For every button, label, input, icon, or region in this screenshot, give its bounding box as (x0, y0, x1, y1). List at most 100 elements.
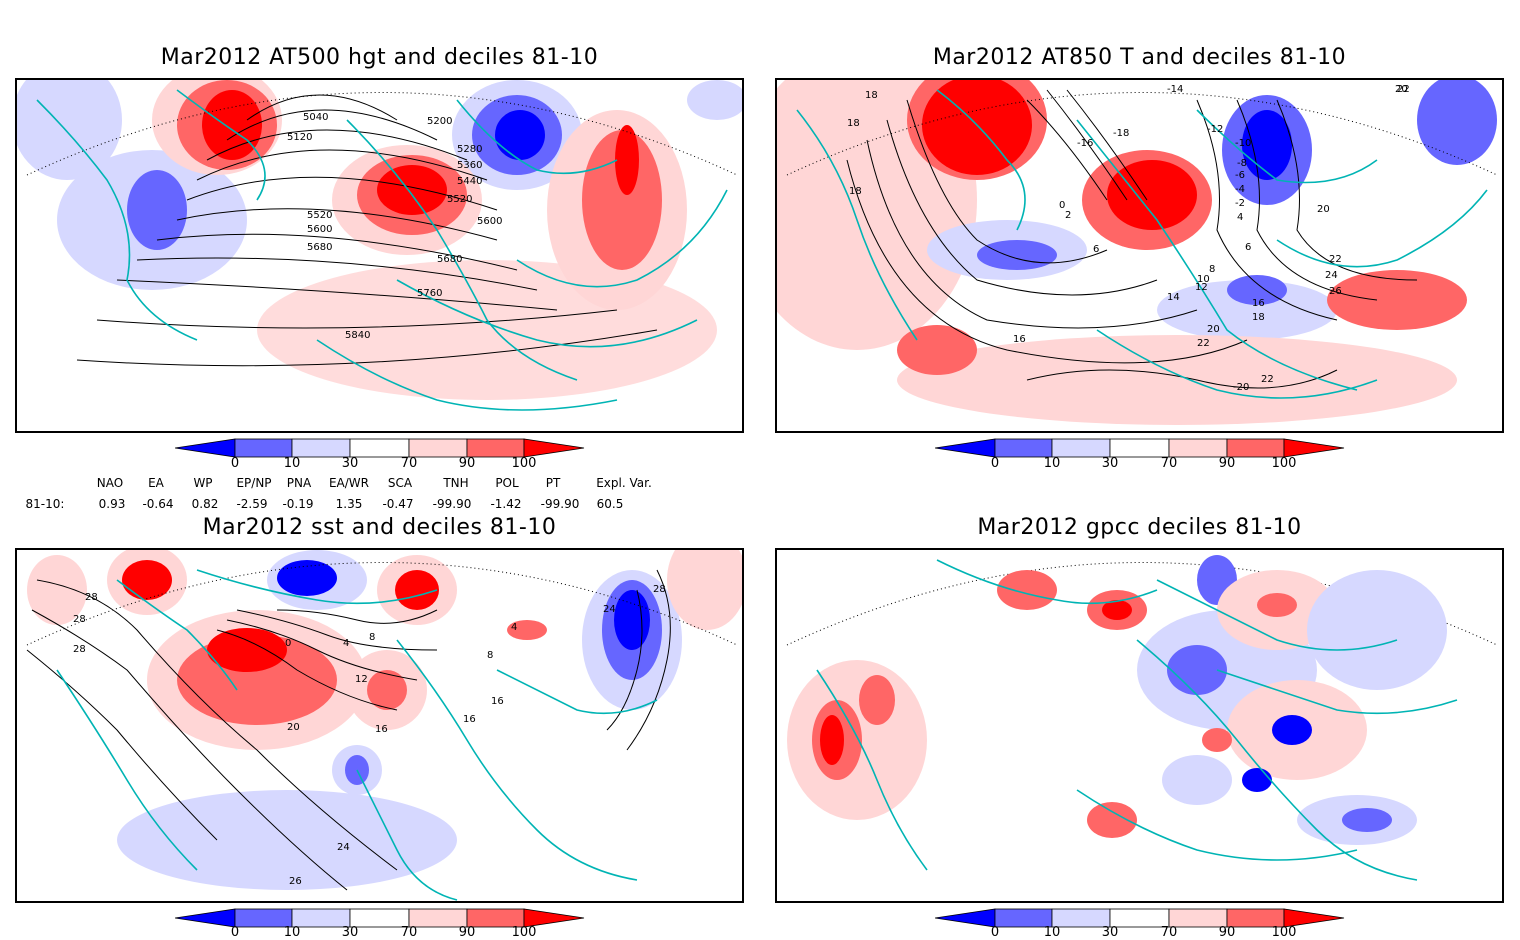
index-header: WP (193, 476, 213, 490)
contour-label: 0 (285, 638, 291, 649)
map-gpcc (775, 548, 1504, 903)
contour-label: 5040 (303, 112, 328, 123)
colorbar-bottom-left: 0 10 30 70 90 100 (174, 908, 585, 940)
contour-label: 8 (1209, 264, 1215, 275)
index-value: -99.90 (432, 497, 472, 511)
contour-label: 5360 (457, 160, 482, 171)
contour-label: 12 (355, 674, 368, 685)
colorbar-bottom-right: 0 10 30 70 90 100 (934, 908, 1345, 940)
contour-label: -6 (1235, 170, 1245, 181)
contour-label: 8 (369, 632, 375, 643)
contour-label: 6 (1245, 242, 1251, 253)
index-value: -0.47 (382, 497, 414, 511)
index-header: POL (495, 476, 519, 490)
contour-label: 28 (653, 584, 666, 595)
contour-label: -18 (1113, 128, 1129, 139)
contour-label: 16 (1252, 298, 1265, 309)
index-header: SCA (387, 476, 413, 490)
colorbar-tick: 0 (230, 925, 240, 940)
panel-title-at850: Mar2012 AT850 T and deciles 81-10 (932, 45, 1347, 70)
index-value: 0.93 (98, 497, 126, 511)
contour-label: 18 (849, 186, 862, 197)
contour-label: 10 (1197, 274, 1210, 285)
colorbar-tick: 30 (1101, 456, 1119, 471)
contour-label: 5120 (287, 132, 312, 143)
contour-label: 5600 (477, 216, 502, 227)
panel-title-sst: Mar2012 sst and deciles 81-10 (202, 515, 557, 540)
contour-label: 5200 (427, 116, 452, 127)
contour-label: -8 (1237, 158, 1247, 169)
contour-label: -10 (1235, 138, 1251, 149)
map-at500-svg: 5040 5120 5200 5280 5360 5440 5520 5520 … (17, 80, 742, 420)
contour-labels-at500: 5040 5120 5200 5280 5360 5440 5520 5520 … (287, 112, 502, 341)
contour-label: 2 (1065, 210, 1071, 221)
contour-label: -20 (1233, 382, 1249, 393)
contour-label: 5760 (417, 288, 442, 299)
contour-label: 18 (865, 90, 878, 101)
colorbar-tick: 90 (458, 925, 476, 940)
colorbar-tick: 0 (990, 925, 1000, 940)
colorbar-tick: 10 (1043, 925, 1061, 940)
index-header: Expl. Var. (596, 476, 652, 490)
colorbar-top-right: 0 10 30 70 90 100 (934, 438, 1345, 478)
contour-label: 5840 (345, 330, 370, 341)
colorbar-tick: 30 (341, 456, 359, 471)
index-header: EA (148, 476, 164, 490)
contour-label: -16 (1077, 138, 1093, 149)
contour-label: 8 (487, 650, 493, 661)
contour-label: 22 (1397, 84, 1410, 95)
indices-value-row: 81-10: 0.93 -0.64 0.82 -2.59 -0.19 1.35 … (0, 497, 760, 513)
colorbar-tick: 100 (1271, 925, 1297, 940)
contour-label: 24 (1325, 270, 1338, 281)
index-value: 0.82 (191, 497, 219, 511)
colorbar-tick: 70 (400, 456, 418, 471)
contour-label: 4 (1237, 212, 1243, 223)
contour-label: 4 (343, 638, 349, 649)
map-at500: 5040 5120 5200 5280 5360 5440 5520 5520 … (15, 78, 744, 433)
index-header: EA/WR (328, 476, 370, 490)
contour-label: 28 (73, 644, 86, 655)
colorbar-tick: 70 (1160, 925, 1178, 940)
colorbar-tick: 90 (1218, 925, 1236, 940)
colorbar-tick: 10 (283, 456, 301, 471)
index-value: 60.5 (596, 497, 624, 511)
index-value: -0.64 (142, 497, 174, 511)
map-at850: 18 18 18 -14 -16 -18 -12 -10 -8 -6 -4 -2… (775, 78, 1504, 433)
contour-label: 5280 (457, 144, 482, 155)
map-at850-svg: 18 18 18 -14 -16 -18 -12 -10 -8 -6 -4 -2… (777, 80, 1498, 425)
contour-label: -4 (1235, 184, 1245, 195)
contour-label: 26 (289, 876, 302, 887)
colorbar-tick: 70 (1160, 456, 1178, 471)
colorbar-tick: 90 (1218, 456, 1236, 471)
contour-label: 5440 (457, 176, 482, 187)
contour-label: 28 (85, 592, 98, 603)
colorbar-tick: 10 (1043, 456, 1061, 471)
contour-label: 0 (1059, 200, 1065, 211)
index-header: EP/NP (236, 476, 272, 490)
contour-label: 5680 (307, 242, 332, 253)
colorbar-tick: 30 (1101, 925, 1119, 940)
contour-label: 22 (1329, 254, 1342, 265)
contour-label: 16 (375, 724, 388, 735)
contour-label: 5520 (447, 194, 472, 205)
index-value: -1.42 (490, 497, 522, 511)
contour-label: -2 (1235, 198, 1245, 209)
colorbar-tick: 30 (341, 925, 359, 940)
contour-label: 22 (1197, 338, 1210, 349)
contour-label: 5600 (307, 224, 332, 235)
colorbar-top-left: 0 10 30 70 90 100 (174, 438, 585, 478)
index-value: 1.35 (335, 497, 363, 511)
indices-row-label: 81-10: (25, 497, 65, 511)
contour-label: 20 (1395, 84, 1408, 95)
contour-label: 20 (1207, 324, 1220, 335)
index-header: TNH (443, 476, 469, 490)
colorbar-tick: 0 (990, 456, 1000, 471)
contour-label: 18 (1252, 312, 1265, 323)
index-value: -99.90 (540, 497, 580, 511)
colorbar-tick: 70 (400, 925, 418, 940)
colorbar-tick: 10 (283, 925, 301, 940)
index-header: PNA (286, 476, 312, 490)
panel-title-at500: Mar2012 AT500 hgt and deciles 81-10 (160, 45, 599, 70)
map-gpcc-svg (786, 555, 1498, 881)
map-sst-svg: 28 28 28 0 4 8 12 16 16 20 24 26 24 28 1… (26, 550, 742, 901)
